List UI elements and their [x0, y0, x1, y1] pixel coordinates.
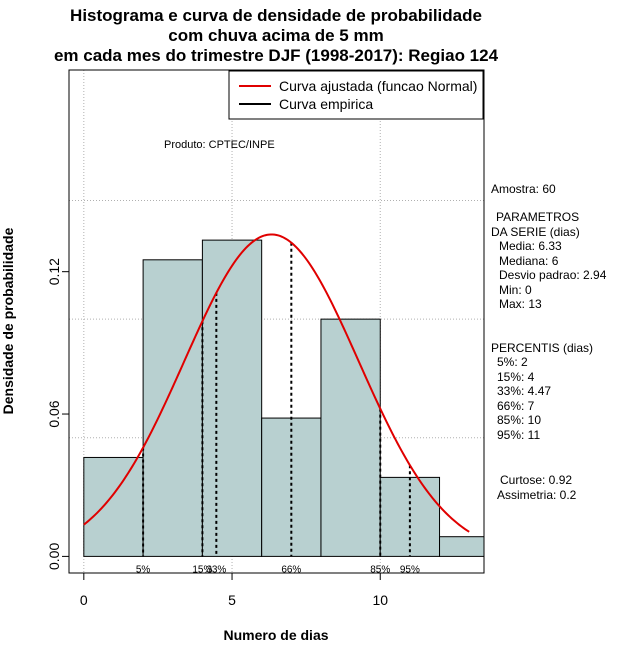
histogram-bar — [439, 536, 485, 557]
percentil-95: 95%: 11 — [497, 428, 540, 442]
percentil-15: 15%: 4 — [497, 370, 535, 384]
percentile-label: 66% — [281, 564, 301, 575]
x-axis-label: Numero de dias — [223, 627, 328, 643]
x-tick-label: 0 — [80, 592, 88, 608]
param-media: Media: 6.33 — [499, 239, 562, 253]
stats-panel: Amostra: 60 PARAMETROS DA SERIE (dias) M… — [491, 182, 607, 502]
histogram-bars — [83, 239, 485, 557]
product-note: Produto: CPTEC/INPE — [164, 139, 275, 151]
x-tick-label: 5 — [228, 592, 236, 608]
percentil-85: 85%: 10 — [497, 413, 541, 427]
chart-title-line-2: com chuva acima de 5 mm — [168, 26, 383, 45]
histogram-bar — [261, 417, 322, 557]
y-tick-label: 0.12 — [46, 258, 62, 285]
percentile-label: 95% — [400, 564, 420, 575]
percentile-lines: 5% 15%33% 66% 85% 95% — [136, 242, 420, 575]
assimetria: Assimetria: 0.2 — [497, 488, 577, 502]
y-tick-label: 0.06 — [46, 400, 62, 427]
legend-label-fit: Curva ajustada (funcao Normal) — [279, 78, 477, 94]
plot-frame — [68, 69, 485, 574]
percentil-66: 66%: 7 — [497, 399, 535, 413]
percentile-label: 15% — [192, 564, 212, 575]
histogram-bar — [142, 259, 203, 557]
y-tick-label: 0.00 — [46, 543, 62, 570]
percentil-33: 33%: 4.47 — [497, 384, 551, 398]
legend-box — [228, 70, 484, 120]
y-axis: 0.00 0.06 0.12 — [46, 258, 69, 570]
param-min: Min: 0 — [499, 283, 532, 297]
x-tick-label: 10 — [372, 592, 388, 608]
param-mediana: Mediana: 6 — [499, 254, 559, 268]
percentile-label: 5% — [136, 564, 151, 575]
percentile-label: 85% — [370, 564, 390, 575]
histogram-bar — [83, 456, 144, 557]
y-axis-label: Densidade de probabilidade — [0, 227, 16, 414]
legend-label-empirical: Curva empirica — [279, 96, 373, 112]
percentis-title: PERCENTIS (dias) — [491, 341, 593, 355]
histogram-bar — [320, 318, 381, 557]
x-axis: 0 5 10 — [80, 573, 388, 608]
percentile-label: 33% — [206, 564, 226, 575]
chart-title-line-3: em cada mes do trimestre DJF (1998-2017)… — [54, 46, 499, 65]
parameters-title-2: DA SERIE (dias) — [491, 225, 580, 239]
chart-title-line-1: Histograma e curva de densidade de proba… — [70, 6, 482, 25]
param-max: Max: 13 — [499, 297, 542, 311]
legend: Curva ajustada (funcao Normal) Curva emp… — [228, 70, 484, 120]
histogram-bar — [201, 239, 263, 557]
param-desvio: Desvio padrao: 2.94 — [499, 268, 607, 282]
percentil-5: 5%: 2 — [497, 355, 528, 369]
curtose: Curtose: 0.92 — [500, 473, 572, 487]
normal-fit-curve — [83, 233, 470, 533]
sample-size: Amostra: 60 — [491, 182, 556, 196]
parameters-title-1: PARAMETROS — [496, 210, 579, 224]
